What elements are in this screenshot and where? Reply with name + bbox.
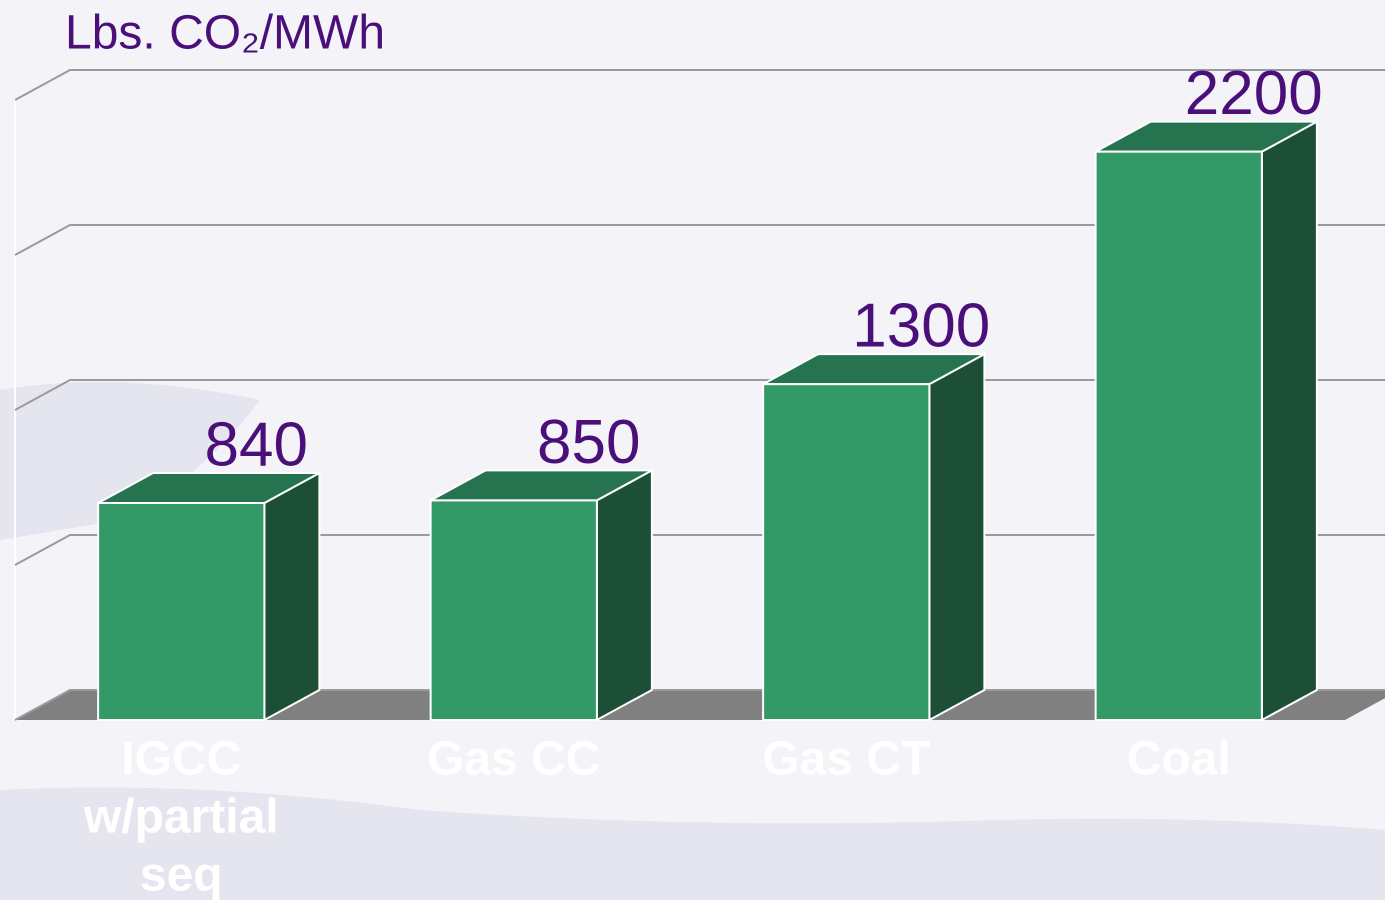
bar-side [595,468,653,722]
value-label: 2200 [1185,59,1323,128]
chart-title: Lbs. CO₂/MWh [65,7,385,60]
x-tick-label: IGCC [121,733,241,786]
bar-front [97,502,266,721]
bar [429,468,653,722]
grid-line [14,224,1385,256]
bar-front [429,499,598,721]
bar-side [928,352,986,722]
value-label: 1300 [852,292,990,361]
x-tick-label: Coal [1127,733,1231,786]
floor [15,690,1385,720]
bar-front [762,383,931,721]
bar [1094,119,1318,722]
value-label: 840 [205,410,308,479]
bar [762,352,986,722]
grid-line [14,69,1385,101]
background-scenery [0,382,1385,900]
x-tick-label: seq [140,849,223,900]
value-label: 850 [537,408,640,477]
x-tick-label: Gas CC [427,733,600,786]
bar-front [1094,150,1263,721]
x-tick-label: w/partial [83,791,279,844]
bar [97,471,321,722]
bar-side [263,471,321,722]
x-tick-label: Gas CT [762,733,930,786]
bar-side [1260,119,1318,722]
